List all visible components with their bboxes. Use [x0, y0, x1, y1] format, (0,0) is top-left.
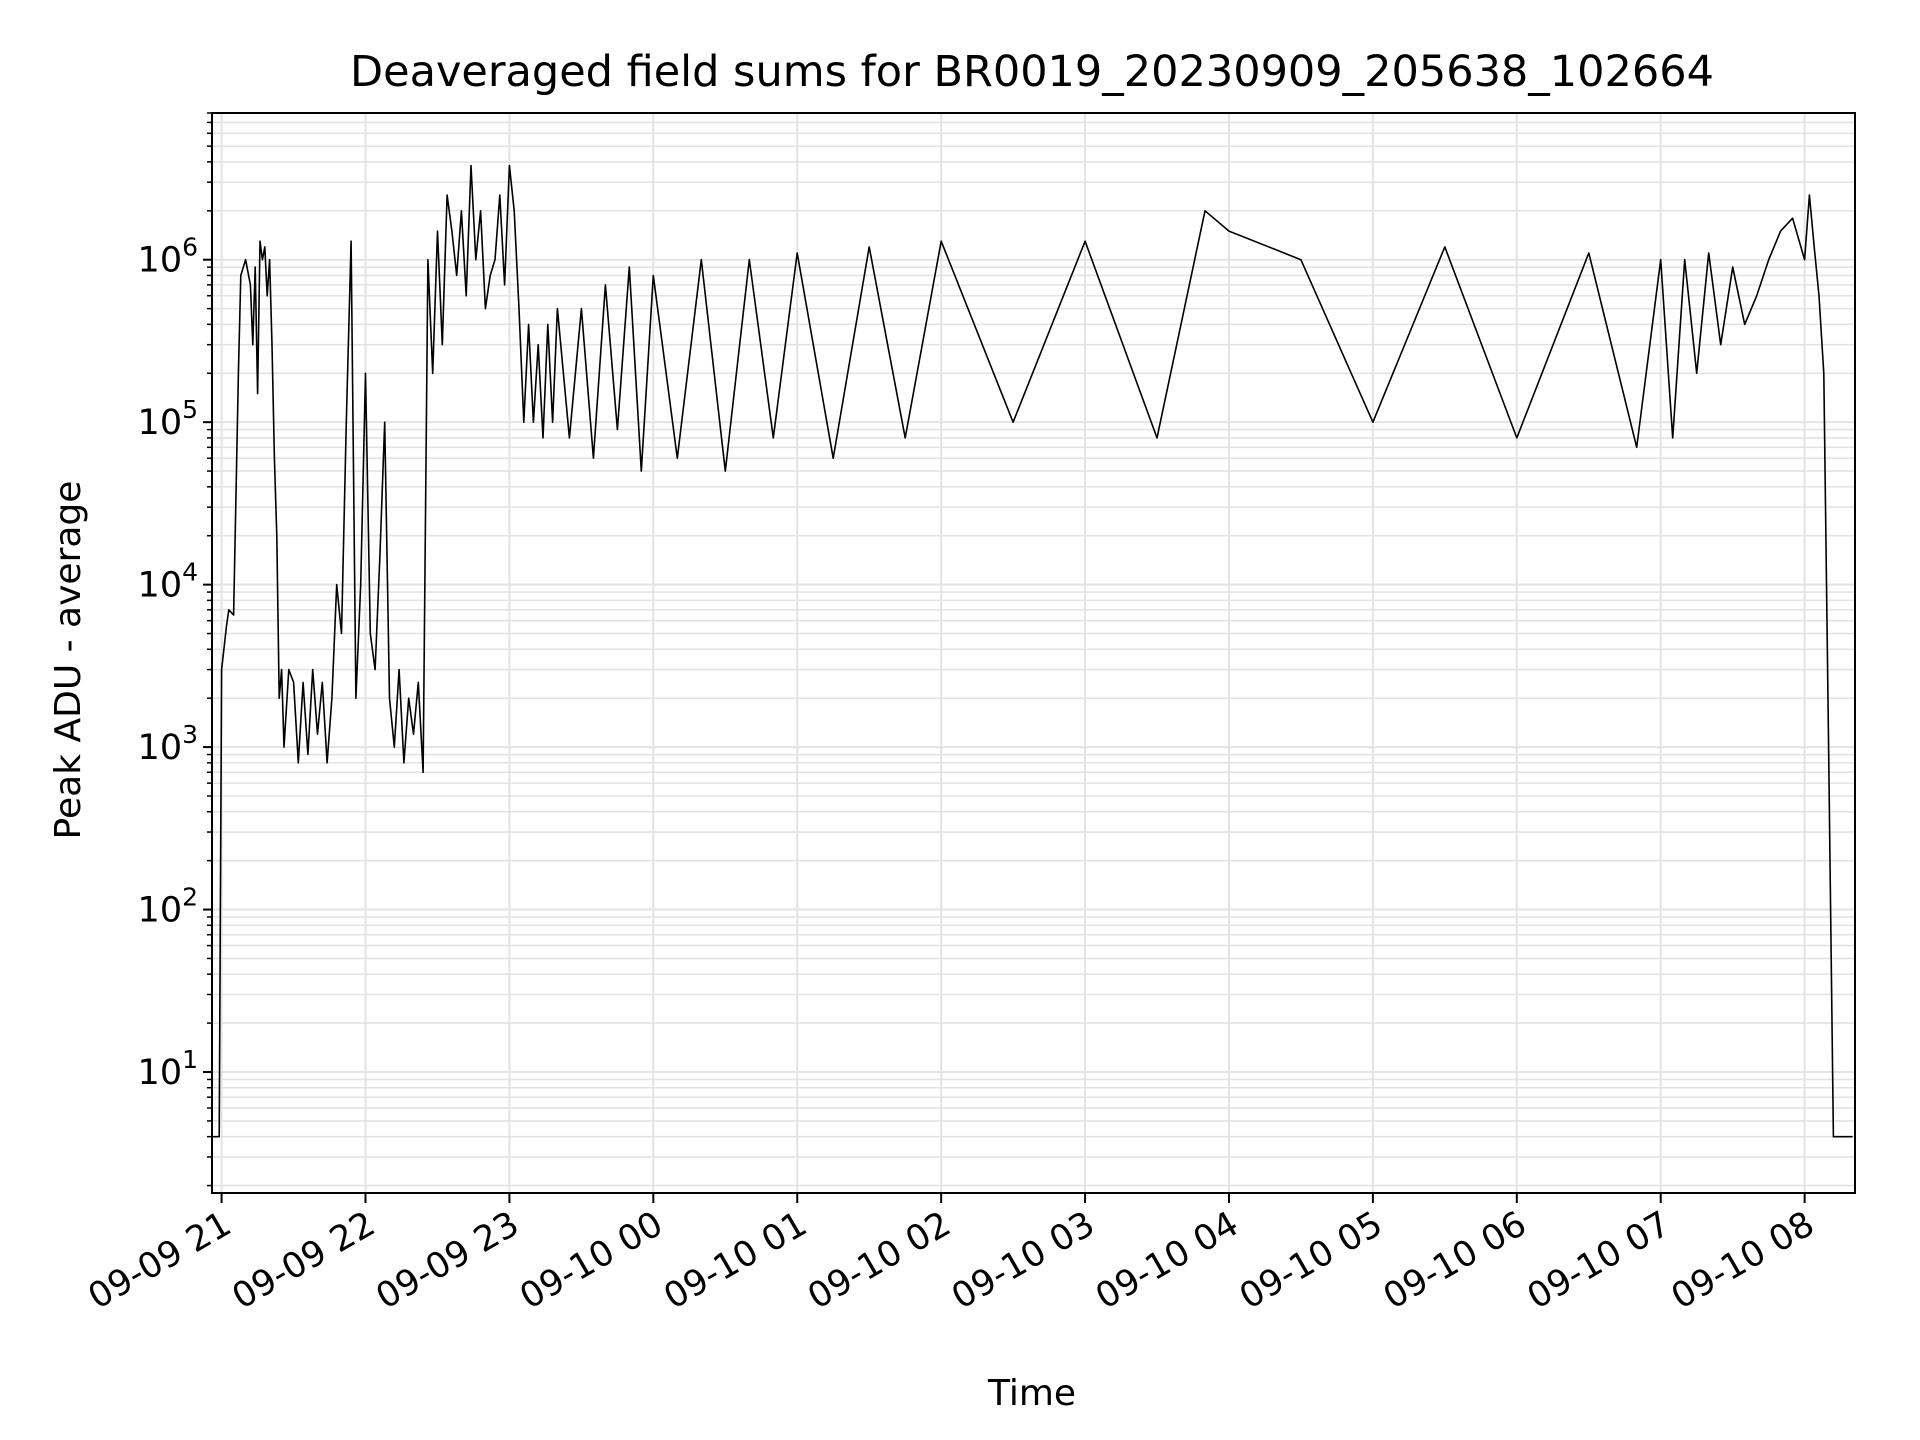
y-tick-label: 101	[138, 1045, 198, 1093]
y-tick-label: 106	[138, 233, 198, 281]
x-axis-title: Time	[987, 1373, 1076, 1414]
x-tick-label: 09-10 02	[801, 1204, 957, 1317]
y-tick-exponent: 4	[182, 558, 198, 587]
x-tick-label: 09-10 04	[1089, 1204, 1245, 1317]
y-tick-label: 103	[138, 720, 198, 768]
series-line	[212, 164, 1853, 1138]
y-tick-exponent: 3	[182, 720, 198, 749]
y-tick-exponent: 5	[182, 395, 198, 424]
x-tick-label: 09-10 01	[657, 1204, 813, 1317]
y-tick-exponent: 2	[182, 883, 198, 912]
y-tick-label: 105	[138, 395, 198, 443]
y-tick-label: 104	[138, 558, 198, 606]
y-tick-base: 10	[138, 403, 183, 443]
chart-title: Deaveraged field sums for BR0019_2023090…	[350, 47, 1714, 97]
x-tick-label: 09-10 07	[1521, 1204, 1677, 1317]
y-tick-base: 10	[138, 728, 183, 768]
y-tick-base: 10	[138, 241, 183, 281]
plot-area	[212, 164, 1853, 1138]
x-tick-label: 09-10 08	[1665, 1204, 1821, 1317]
grid-lines	[212, 112, 1855, 1193]
x-tick-label: 09-10 03	[945, 1204, 1101, 1317]
x-tick-label: 09-10 00	[514, 1204, 670, 1317]
y-tick-exponent: 1	[182, 1045, 198, 1074]
y-tick-base: 10	[138, 566, 183, 606]
x-tick-label: 09-10 05	[1233, 1204, 1389, 1317]
plot-frame	[211, 112, 1856, 1194]
y-tick-base: 10	[138, 1053, 183, 1093]
x-tick-label: 09-09 21	[82, 1204, 238, 1317]
y-tick-label: 102	[138, 883, 198, 931]
x-tick-label: 09-09 22	[226, 1204, 382, 1317]
y-tick-exponent: 6	[182, 233, 198, 262]
x-tick-label: 09-10 06	[1377, 1204, 1533, 1317]
y-tick-base: 10	[138, 891, 183, 931]
x-tick-label: 09-09 23	[370, 1204, 526, 1317]
y-axis-title: Peak ADU - average	[48, 481, 89, 840]
